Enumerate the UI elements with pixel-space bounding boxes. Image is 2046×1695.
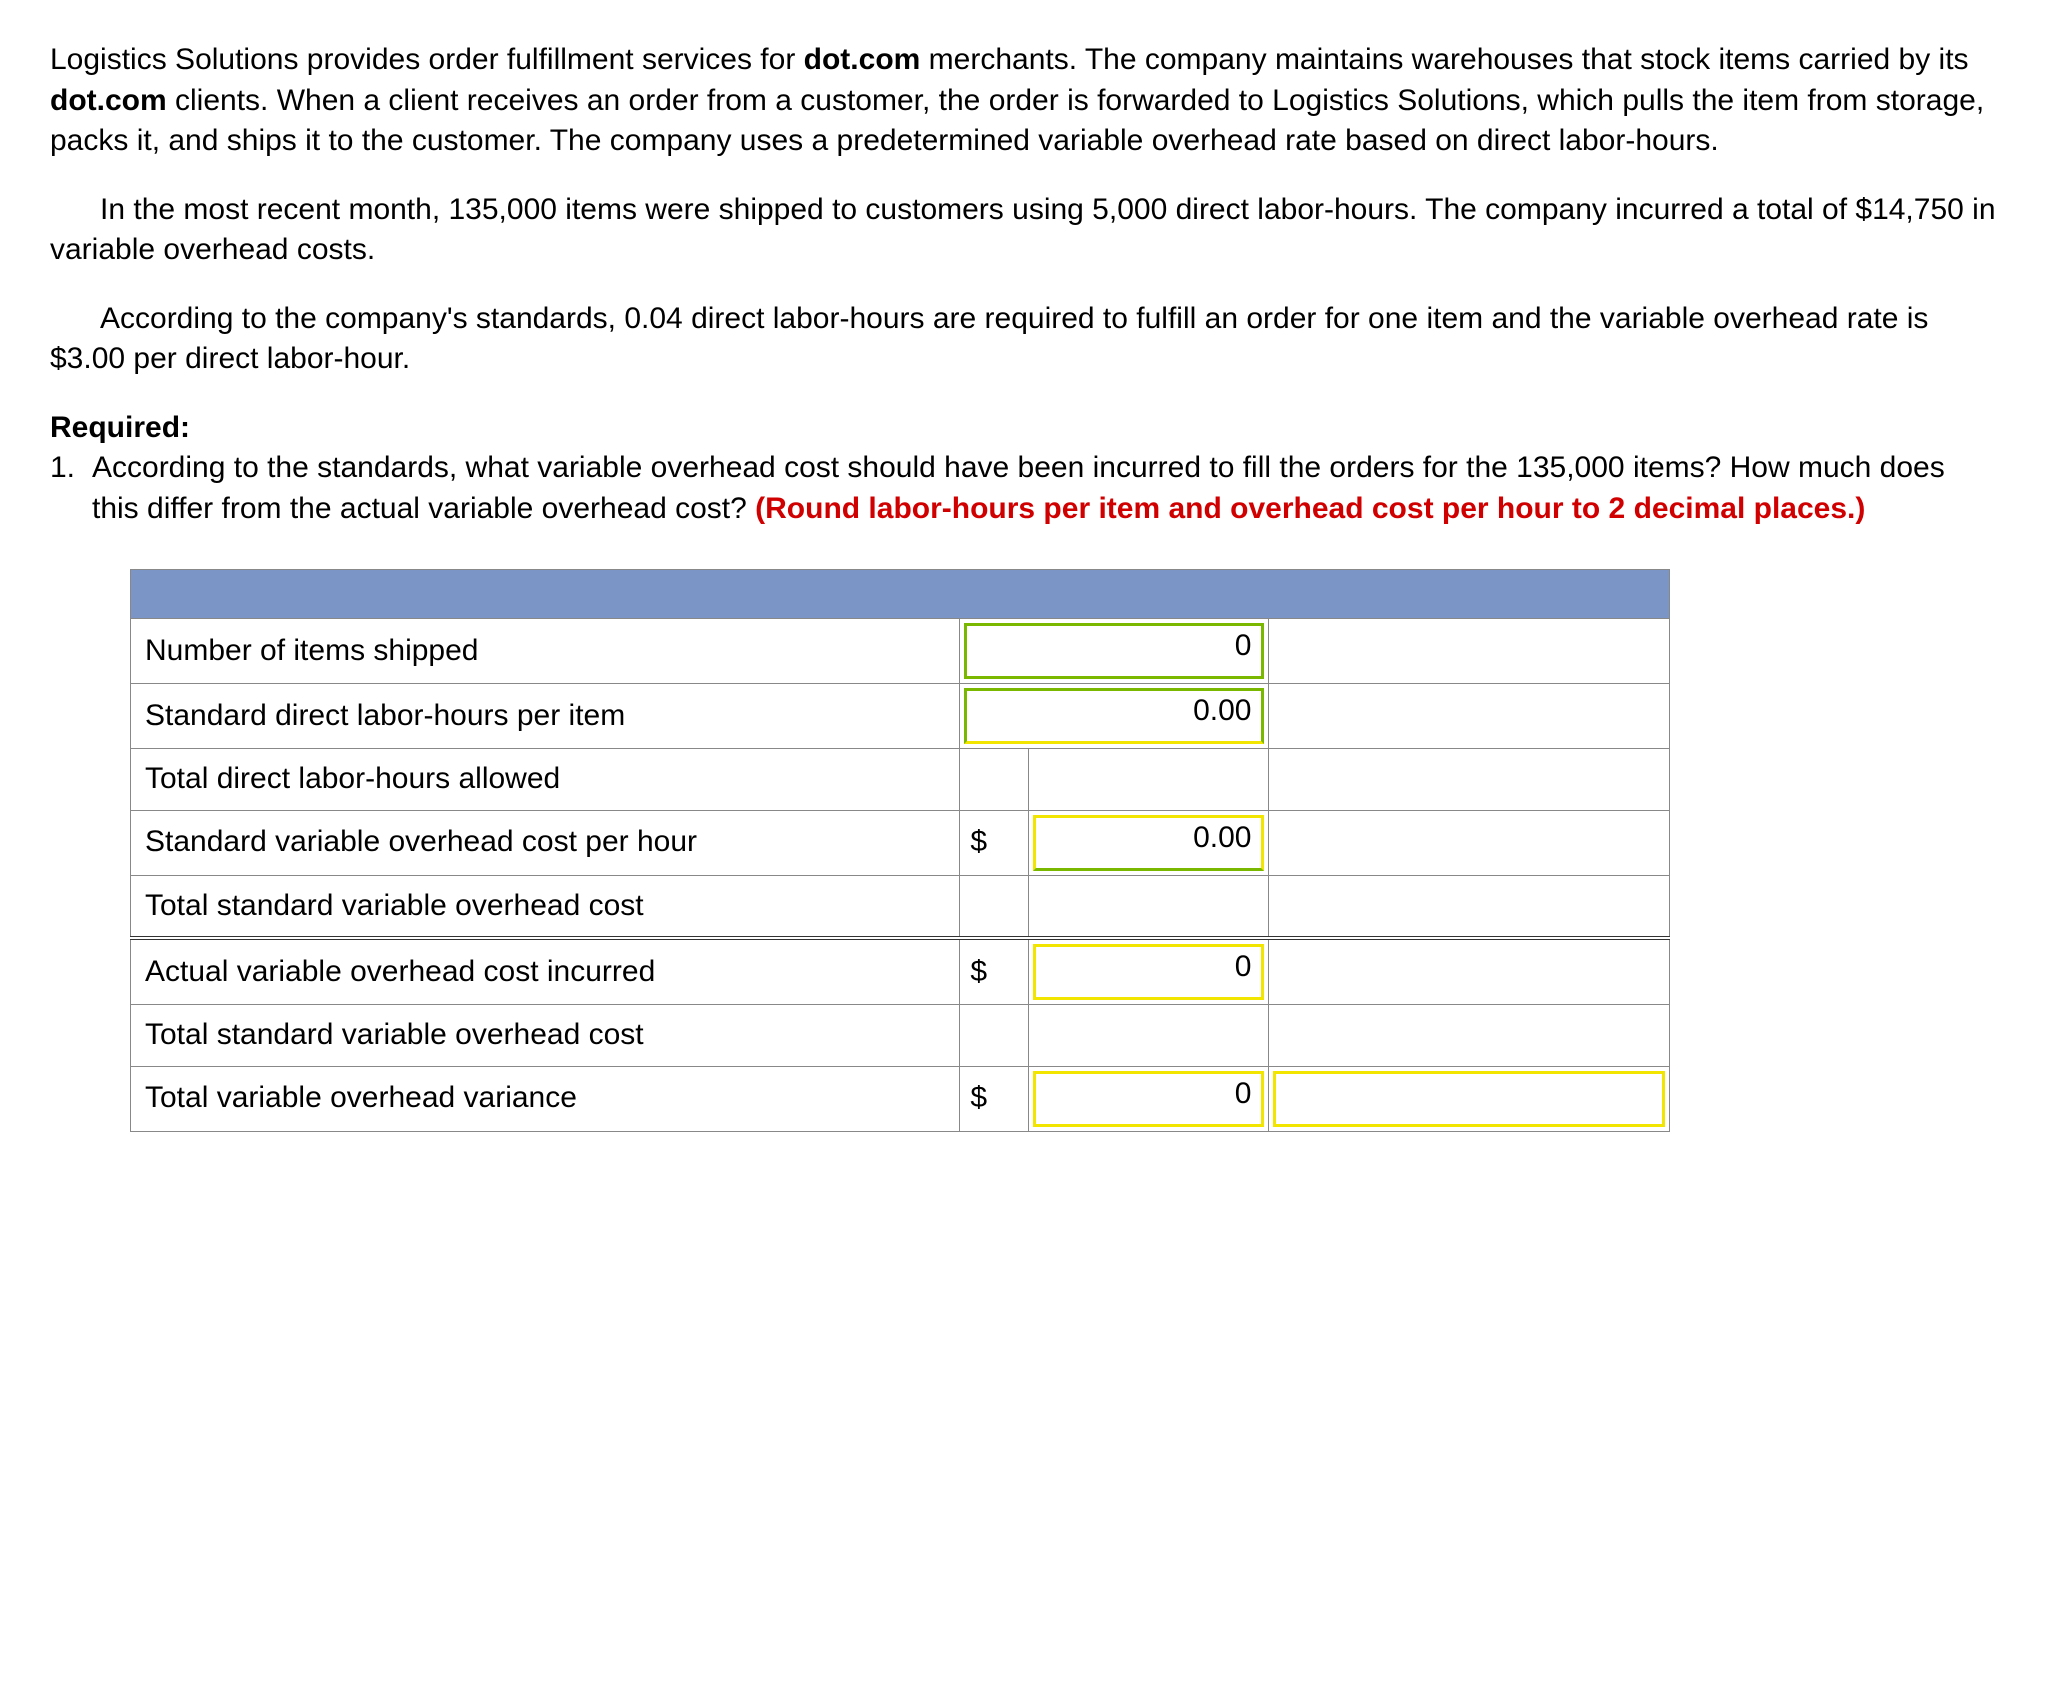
variance-type-input[interactable] (1273, 1071, 1665, 1127)
total-std-voh-cell-2 (1028, 1005, 1269, 1067)
row-label: Number of items shipped (131, 619, 960, 684)
currency-cell (960, 875, 1028, 938)
currency-cell: $ (960, 810, 1028, 875)
total-std-voh-cell (1028, 875, 1269, 938)
row-label: Total standard variable overhead cost (131, 875, 960, 938)
currency-cell: $ (960, 938, 1028, 1005)
total-dlh-allowed-cell (1028, 749, 1269, 811)
bold-term: dot.com (50, 84, 167, 117)
problem-paragraph-2: In the most recent month, 135,000 items … (50, 190, 1996, 271)
row-label: Actual variable overhead cost incurred (131, 938, 960, 1005)
text-segment: clients. When a client receives an order… (50, 84, 1984, 158)
row-label: Total standard variable overhead cost (131, 1005, 960, 1067)
required-number: 1. (50, 448, 92, 529)
currency-cell: $ (960, 1066, 1028, 1131)
text-segment: merchants. The company maintains warehou… (920, 43, 1968, 76)
table-header-bar (131, 570, 1670, 619)
bold-term: dot.com (804, 43, 921, 76)
table-row: Actual variable overhead cost incurred $… (131, 938, 1670, 1005)
actual-voh-input[interactable]: 0 (1033, 944, 1265, 1000)
problem-paragraph-1: Logistics Solutions provides order fulfi… (50, 40, 1996, 162)
text-segment: Logistics Solutions provides order fulfi… (50, 43, 804, 76)
currency-cell (960, 749, 1028, 811)
row-label: Total direct labor-hours allowed (131, 749, 960, 811)
row-label: Standard variable overhead cost per hour (131, 810, 960, 875)
currency-cell (960, 1005, 1028, 1067)
table-row: Total standard variable overhead cost (131, 1005, 1670, 1067)
problem-paragraph-3: According to the company's standards, 0.… (50, 299, 1996, 380)
table-row: Total direct labor-hours allowed (131, 749, 1670, 811)
std-dlh-per-item-input[interactable]: 0.00 (964, 688, 1264, 744)
row-label: Total variable overhead variance (131, 1066, 960, 1131)
table-row: Number of items shipped 0 (131, 619, 1670, 684)
required-heading: Required: (50, 408, 1996, 449)
table-row: Total standard variable overhead cost (131, 875, 1670, 938)
table-row: Standard direct labor-hours per item 0.0… (131, 684, 1670, 749)
total-voh-variance-input[interactable]: 0 (1033, 1071, 1265, 1127)
required-question: According to the standards, what variabl… (92, 448, 1996, 529)
table-row: Total variable overhead variance $ 0 (131, 1066, 1670, 1131)
row-label: Standard direct labor-hours per item (131, 684, 960, 749)
items-shipped-input[interactable]: 0 (964, 623, 1264, 679)
answer-table: Number of items shipped 0 Standard direc… (130, 569, 1670, 1132)
question-hint: (Round labor-hours per item and overhead… (755, 492, 1865, 525)
std-voh-per-hour-input[interactable]: 0.00 (1033, 815, 1265, 871)
table-row: Standard variable overhead cost per hour… (131, 810, 1670, 875)
